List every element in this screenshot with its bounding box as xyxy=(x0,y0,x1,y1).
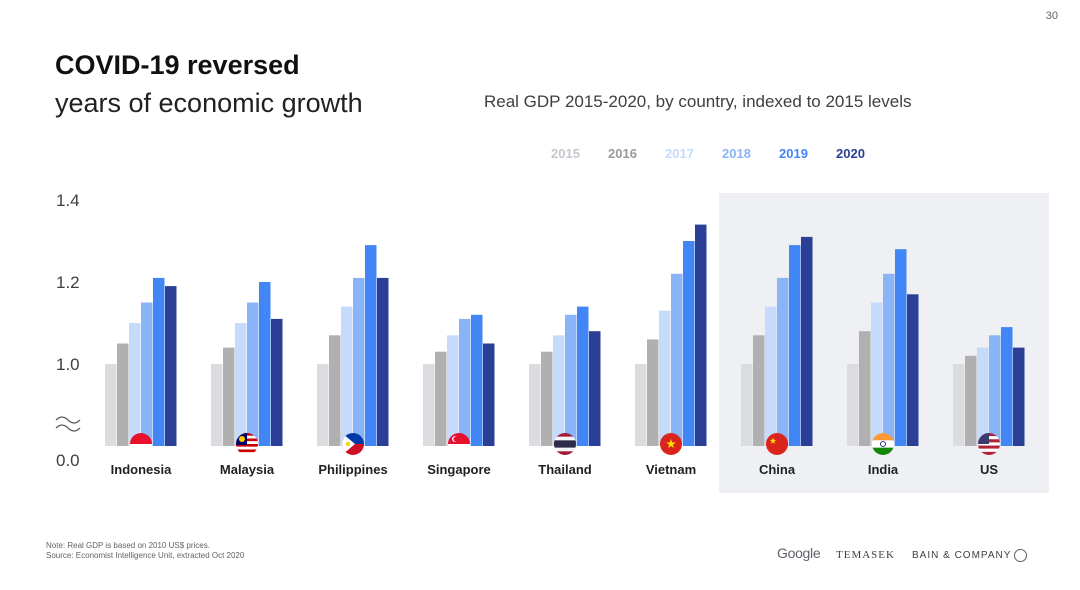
category-label: Singapore xyxy=(427,462,491,477)
bar-thailand-2017 xyxy=(553,335,565,446)
legend-item-2018: 2018 xyxy=(722,146,751,161)
bar-singapore-2015 xyxy=(423,364,435,446)
bar-thailand-2015 xyxy=(529,364,541,446)
bar-malaysia-2016 xyxy=(223,347,235,446)
flag-thailand-icon xyxy=(554,433,576,455)
bar-singapore-2018 xyxy=(459,318,471,446)
footnote-source: Source: Economist Intelligence Unit, ext… xyxy=(46,551,245,560)
legend-item-2015: 2015 xyxy=(551,146,580,161)
bar-indonesia-2019 xyxy=(153,277,165,446)
bar-philippines-2018 xyxy=(353,277,365,446)
bar-us-2017 xyxy=(977,347,989,446)
bar-us-2016 xyxy=(965,355,977,446)
page-title-continued: years of economic growth xyxy=(55,88,363,118)
flag-us-icon xyxy=(978,433,1000,455)
bar-china-2016 xyxy=(753,335,765,446)
y-tick-label: 0.0 xyxy=(56,451,80,470)
bar-indonesia-2016 xyxy=(117,343,129,446)
bar-india-2015 xyxy=(847,364,859,446)
bar-india-2020 xyxy=(907,294,919,446)
bar-vietnam-2015 xyxy=(635,364,647,446)
footnote-note: Note: Real GDP is based on 2010 US$ pric… xyxy=(46,541,210,550)
category-label: Indonesia xyxy=(111,462,172,477)
bar-philippines-2015 xyxy=(317,364,329,446)
bar-vietnam-2019 xyxy=(683,241,695,446)
flag-india-icon xyxy=(872,433,894,455)
category-label: Malaysia xyxy=(220,462,275,477)
bar-us-2018 xyxy=(989,335,1001,446)
bar-indonesia-2020 xyxy=(165,286,177,446)
bar-thailand-2019 xyxy=(577,306,589,446)
bar-vietnam-2017 xyxy=(659,310,671,446)
bar-thailand-2018 xyxy=(565,314,577,446)
category-label: Vietnam xyxy=(646,462,696,477)
page-title: COVID-19 reversed xyxy=(55,50,300,80)
bar-indonesia-2015 xyxy=(105,364,117,446)
bar-singapore-2020 xyxy=(483,343,495,446)
flag-philippines-icon xyxy=(342,433,364,455)
bar-vietnam-2016 xyxy=(647,339,659,446)
bar-india-2016 xyxy=(859,331,871,446)
legend-item-2016: 2016 xyxy=(608,146,637,161)
flag-china-icon xyxy=(766,433,788,455)
bar-philippines-2016 xyxy=(329,335,341,446)
bar-india-2018 xyxy=(883,273,895,446)
chart-legend: 2015 2016 2017 2018 2019 2020 xyxy=(551,146,893,161)
bar-vietnam-2018 xyxy=(671,273,683,446)
bar-china-2019 xyxy=(789,245,801,446)
bar-malaysia-2015 xyxy=(211,364,223,446)
bar-china-2015 xyxy=(741,364,753,446)
bar-singapore-2016 xyxy=(435,351,447,446)
category-label: Philippines xyxy=(318,462,387,477)
y-tick-label: 1.2 xyxy=(56,273,80,292)
category-label: Thailand xyxy=(538,462,592,477)
page-number: 30 xyxy=(1045,10,1058,22)
google-logo: Google xyxy=(777,545,821,561)
chart-subtitle: Real GDP 2015-2020, by country, indexed … xyxy=(484,92,912,111)
bar-us-2020 xyxy=(1013,347,1025,446)
legend-item-2017: 2017 xyxy=(665,146,694,161)
axis-break-icon xyxy=(55,416,81,432)
legend-item-2020: 2020 xyxy=(836,146,865,161)
category-label: China xyxy=(759,462,796,477)
temasek-logo: TEMASEK xyxy=(836,549,895,561)
category-label: India xyxy=(868,462,899,477)
bain-logo: BAIN & COMPANY xyxy=(912,550,1012,561)
bar-philippines-2017 xyxy=(341,306,353,446)
bar-india-2017 xyxy=(871,302,883,446)
footnote: Note: Real GDP is based on 2010 US$ pric… xyxy=(46,541,244,561)
bar-malaysia-2019 xyxy=(259,282,271,446)
bar-india-2019 xyxy=(895,249,907,446)
bar-us-2019 xyxy=(1001,327,1013,446)
bar-philippines-2019 xyxy=(365,245,377,446)
legend-item-2019: 2019 xyxy=(779,146,808,161)
bar-indonesia-2018 xyxy=(141,302,153,446)
flag-singapore-icon xyxy=(448,433,470,455)
category-label: US xyxy=(980,462,998,477)
bar-singapore-2017 xyxy=(447,335,459,446)
flag-indonesia-icon xyxy=(130,433,152,455)
bar-malaysia-2017 xyxy=(235,323,247,446)
bar-singapore-2019 xyxy=(471,314,483,446)
bar-malaysia-2018 xyxy=(247,302,259,446)
flag-malaysia-icon xyxy=(236,433,258,455)
bar-china-2018 xyxy=(777,277,789,446)
bar-us-2015 xyxy=(953,364,965,446)
bar-china-2020 xyxy=(801,236,813,446)
bar-malaysia-2020 xyxy=(271,318,283,446)
bar-china-2017 xyxy=(765,306,777,446)
bar-vietnam-2020 xyxy=(695,224,707,446)
y-tick-label: 1.4 xyxy=(56,191,80,210)
y-tick-label: 1.0 xyxy=(56,355,80,374)
bar-philippines-2020 xyxy=(377,277,389,446)
bar-thailand-2020 xyxy=(589,331,601,446)
flag-vietnam-icon xyxy=(660,433,682,455)
bain-circle-icon xyxy=(1014,549,1027,562)
bar-thailand-2016 xyxy=(541,351,553,446)
bar-indonesia-2017 xyxy=(129,323,141,446)
